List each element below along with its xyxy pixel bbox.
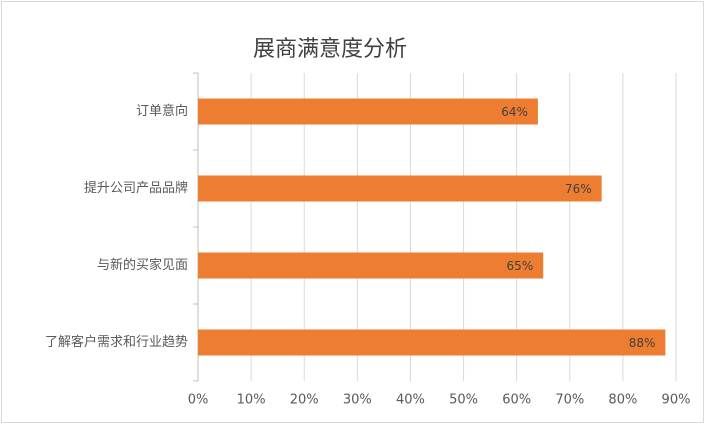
bar — [198, 252, 544, 279]
x-tick-label: 20% — [290, 393, 319, 408]
bar — [198, 175, 602, 202]
x-tick-label: 30% — [343, 393, 372, 408]
bar — [198, 329, 666, 356]
value-label: 76% — [565, 182, 592, 196]
x-tick-label: 80% — [608, 393, 637, 408]
y-tick-label: 订单意向 — [136, 103, 188, 119]
x-tick-label: 90% — [662, 393, 691, 408]
y-tick-label: 提升公司产品品牌 — [84, 180, 188, 196]
x-tick-label: 60% — [502, 393, 531, 408]
value-label: 65% — [507, 259, 534, 273]
x-tick-label: 10% — [237, 393, 266, 408]
value-label: 64% — [501, 105, 528, 119]
x-tick-label: 70% — [555, 393, 584, 408]
x-tick-label: 0% — [188, 393, 209, 408]
x-tick-label: 40% — [396, 393, 425, 408]
bar — [198, 98, 538, 125]
x-tick-label: 50% — [449, 393, 478, 408]
chart-title: 展商满意度分析 — [253, 37, 407, 62]
value-label: 88% — [629, 336, 656, 350]
y-tick-label: 了解客户需求和行业趋势 — [45, 334, 188, 350]
y-tick-label: 与新的买家见面 — [97, 257, 188, 273]
